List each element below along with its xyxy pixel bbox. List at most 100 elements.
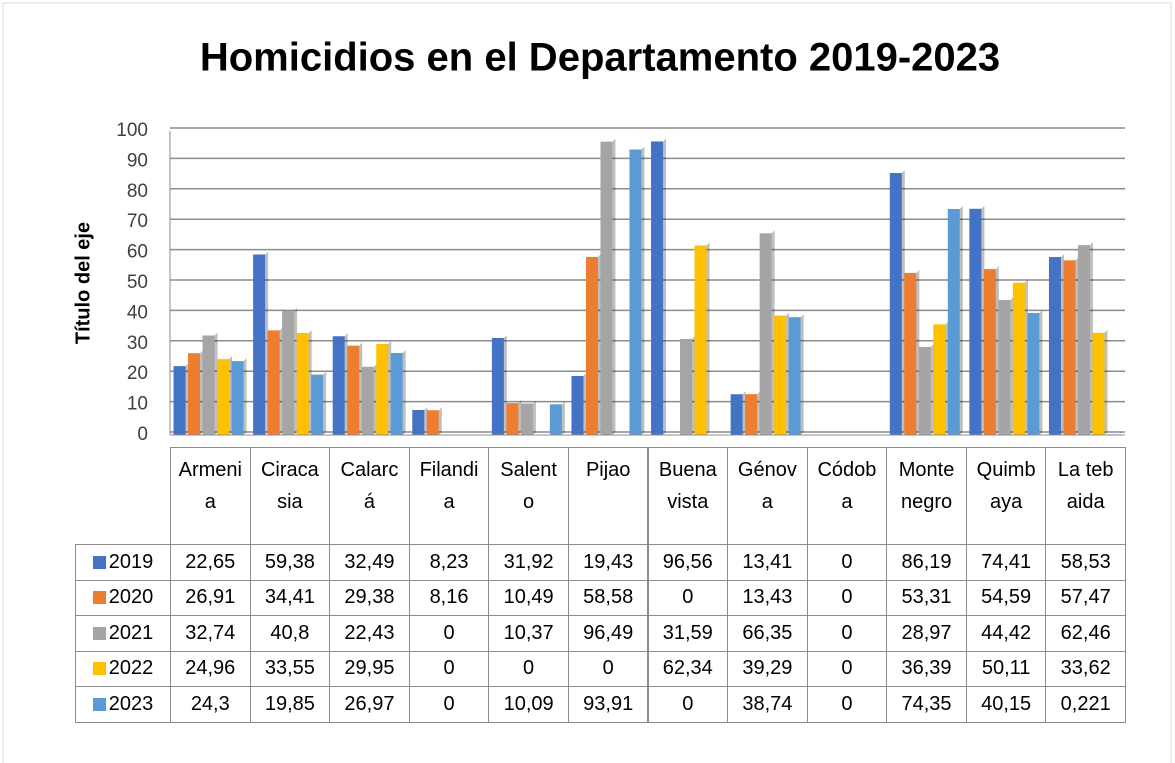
bar-side xyxy=(1010,296,1014,435)
category-label: La tebaida xyxy=(1045,447,1126,545)
bar xyxy=(918,346,931,435)
bar xyxy=(282,310,295,435)
bar xyxy=(600,141,613,435)
bar-side xyxy=(612,138,616,435)
bar-side xyxy=(1075,257,1079,435)
legend-cell: 2022 xyxy=(75,650,171,687)
table-value: 62,34 xyxy=(647,650,729,687)
bar xyxy=(491,337,504,435)
bar-side xyxy=(214,332,218,435)
table-value: 22,43 xyxy=(329,615,410,652)
bar xyxy=(217,359,230,435)
bar-side xyxy=(229,356,233,435)
y-tick-label: 100 xyxy=(116,120,148,141)
table-value: 74,35 xyxy=(886,686,967,723)
bar xyxy=(412,409,425,435)
bar xyxy=(571,375,584,435)
legend-cell: 2020 xyxy=(75,579,171,616)
legend-swatch xyxy=(92,555,106,569)
table-value: 28,97 xyxy=(886,615,967,652)
bar-side xyxy=(243,358,247,435)
bar xyxy=(332,336,345,435)
y-tick-label: 40 xyxy=(127,302,148,323)
bar-side xyxy=(995,266,999,435)
bar xyxy=(933,324,946,435)
bar xyxy=(730,394,743,435)
table-value: 19,85 xyxy=(249,686,331,723)
bar xyxy=(347,345,360,435)
legend-cell: 2019 xyxy=(75,544,171,581)
table-value: 74,41 xyxy=(965,544,1047,581)
category-label: Calarcá xyxy=(329,447,410,545)
table-value: 0 xyxy=(408,686,490,723)
table-value: 62,46 xyxy=(1045,615,1126,652)
table-value: 0 xyxy=(647,579,729,616)
table-value: 96,49 xyxy=(567,615,649,652)
table-value: 36,39 xyxy=(886,650,967,687)
bar xyxy=(629,149,642,435)
bar-side xyxy=(597,253,601,435)
table-value: 8,23 xyxy=(408,544,490,581)
bar-side xyxy=(373,363,377,435)
bar xyxy=(745,394,758,435)
table-value: 0 xyxy=(488,650,569,687)
legend-cell: 2023 xyxy=(75,686,171,723)
bar xyxy=(376,343,389,435)
bar xyxy=(788,317,801,435)
table-value: 44,42 xyxy=(965,615,1047,652)
bar xyxy=(998,299,1011,435)
bar xyxy=(947,208,960,435)
bar-side xyxy=(901,169,905,435)
bar-side xyxy=(294,307,298,435)
table-value: 0 xyxy=(567,650,649,687)
bar-side xyxy=(279,327,283,435)
table-value: 58,53 xyxy=(1045,544,1126,581)
category-label: Armenia xyxy=(170,447,251,545)
table-value: 33,62 xyxy=(1045,650,1126,687)
table-value: 32,74 xyxy=(170,615,251,652)
table-value: 0 xyxy=(806,544,888,581)
bar xyxy=(202,335,215,435)
y-tick-label: 50 xyxy=(127,272,148,293)
table-value: 39,29 xyxy=(727,650,808,687)
legend-swatch xyxy=(92,626,106,640)
y-tick-label: 0 xyxy=(137,424,148,445)
category-label: Salento xyxy=(488,447,569,545)
category-label: Códoba xyxy=(806,447,888,545)
table-value: 0 xyxy=(408,615,490,652)
legend-swatch xyxy=(92,697,106,711)
category-label: Quimbaya xyxy=(965,447,1047,545)
bar-side xyxy=(692,335,696,435)
bar xyxy=(774,315,787,435)
category-label: Ciracasia xyxy=(249,447,331,545)
bar xyxy=(549,404,562,435)
table-value: 8,16 xyxy=(408,579,490,616)
bar xyxy=(173,366,186,435)
bar-side xyxy=(265,251,269,435)
chart-title: Homicidios en el Departamento 2019-2023 xyxy=(200,36,1000,80)
y-tick-label: 10 xyxy=(127,394,148,415)
bar xyxy=(759,233,772,435)
bar xyxy=(651,141,664,436)
table-value: 32,49 xyxy=(329,544,410,581)
table-value: 26,91 xyxy=(170,579,251,616)
bar-side xyxy=(532,400,536,435)
bar-side xyxy=(388,340,392,435)
table-value: 38,74 xyxy=(727,686,808,723)
category-label: Filandia xyxy=(408,447,490,545)
y-tick-label: 60 xyxy=(127,242,148,263)
bar xyxy=(680,338,693,435)
table-value: 29,95 xyxy=(329,650,410,687)
table-value: 29,38 xyxy=(329,579,410,616)
bar-side xyxy=(323,371,327,435)
table-value: 31,92 xyxy=(488,544,569,581)
bar xyxy=(361,366,374,435)
bar xyxy=(253,254,266,435)
bar xyxy=(390,353,403,435)
bar-side xyxy=(959,205,963,435)
bar-side xyxy=(503,334,507,435)
bar-side xyxy=(518,400,522,435)
table-value: 0 xyxy=(806,650,888,687)
